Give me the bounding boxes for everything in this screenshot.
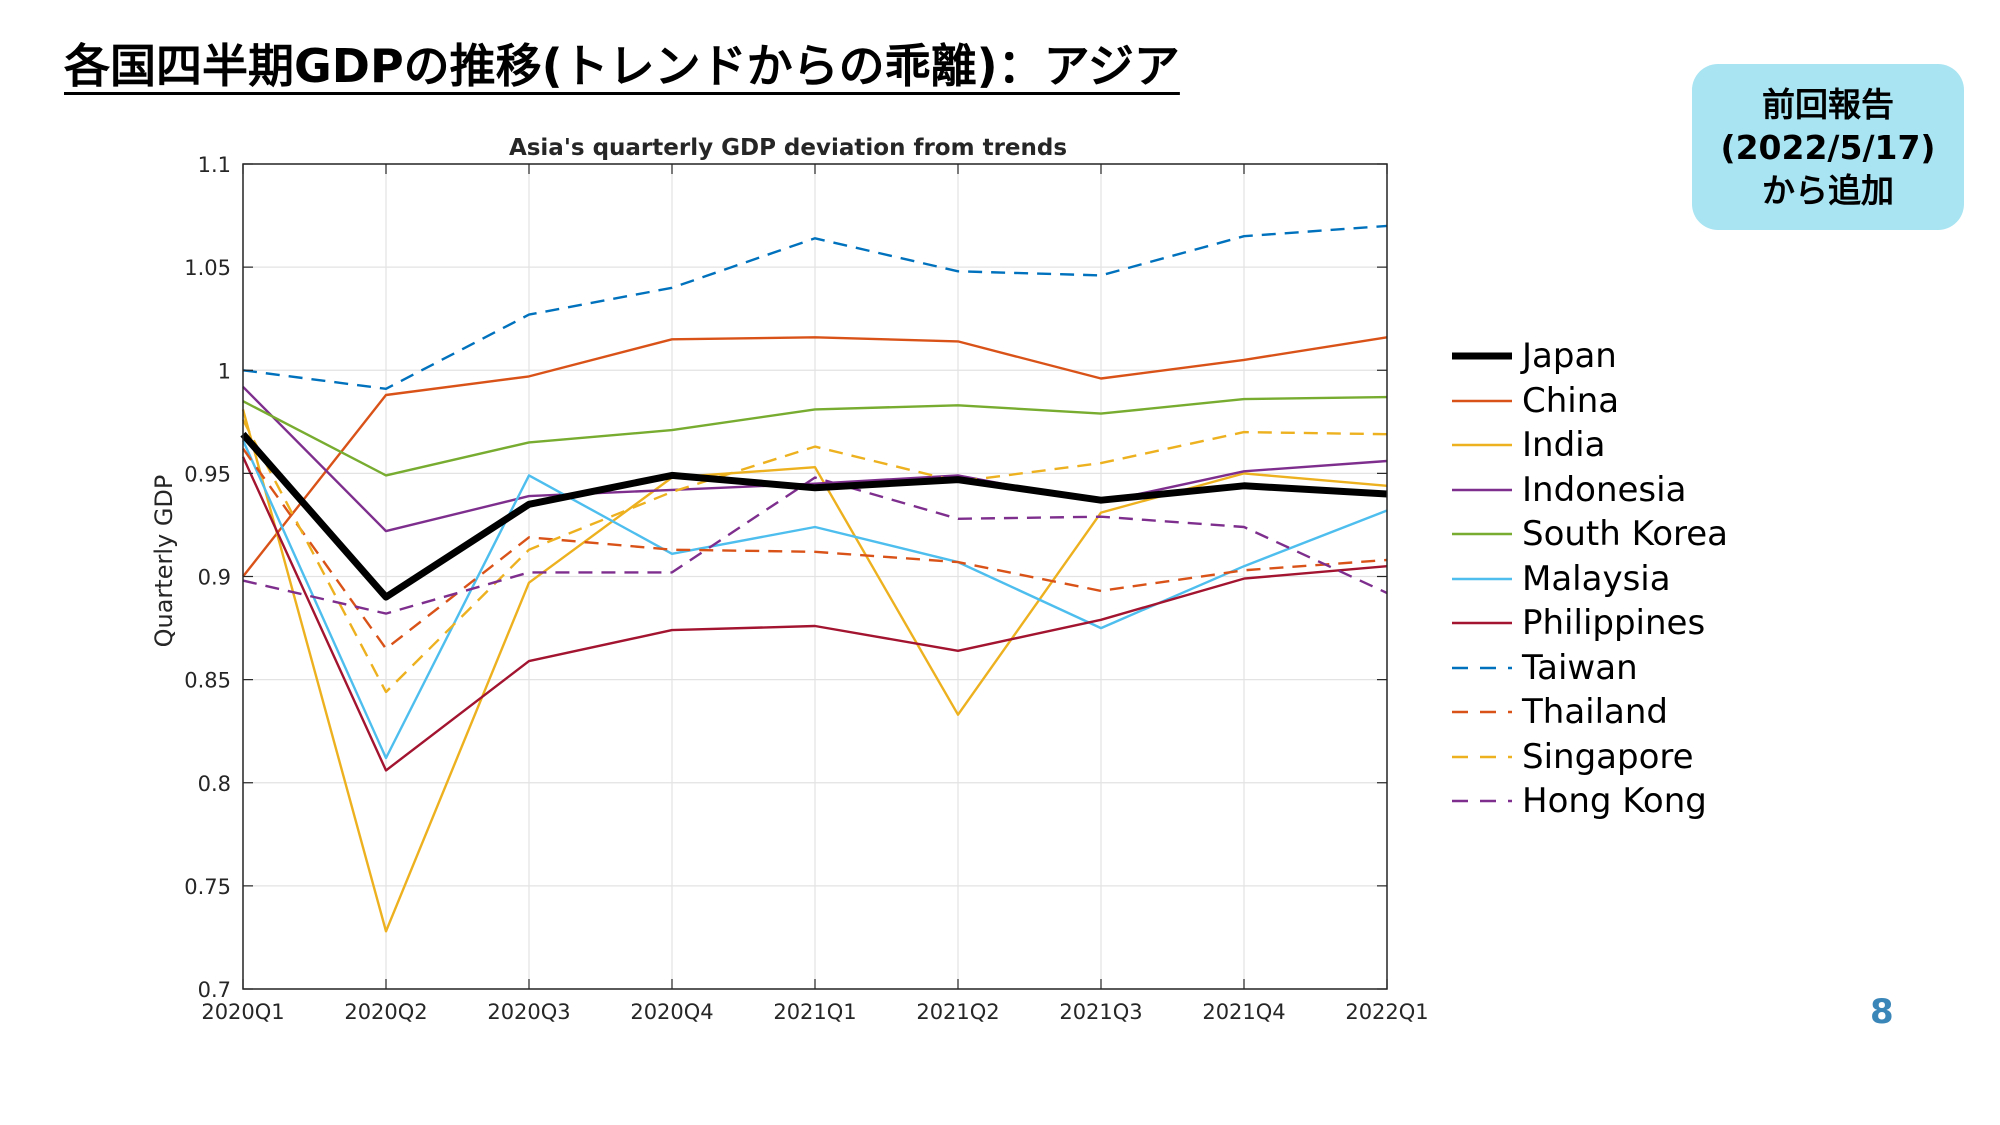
legend-swatch	[1452, 799, 1512, 803]
legend-item-south-korea: South Korea	[1450, 512, 1728, 557]
legend-swatch	[1452, 666, 1512, 670]
slide-title: 各国四半期GDPの推移(トレンドからの乖離)：アジア	[64, 39, 1180, 93]
legend-swatch	[1452, 577, 1512, 581]
x-tick-label: 2022Q1	[1345, 1000, 1428, 1024]
series-layer	[240, 224, 1388, 933]
legend-item-philippines: Philippines	[1450, 601, 1728, 646]
legend-item-taiwan: Taiwan	[1450, 646, 1728, 691]
legend-swatch	[1452, 532, 1512, 536]
series-line-thailand	[242, 447, 1388, 650]
legend-item-hong-kong: Hong Kong	[1450, 779, 1728, 824]
y-tick-label: 1.05	[184, 256, 231, 280]
series-line-japan	[240, 431, 1388, 601]
legend-swatch	[1452, 710, 1512, 714]
y-tick-label: 0.85	[184, 669, 231, 693]
y-tick-label: 0.75	[184, 875, 231, 899]
y-tick-label: 0.8	[198, 772, 231, 796]
legend-swatch	[1452, 755, 1512, 759]
x-tick-label: 2021Q1	[773, 1000, 856, 1024]
y-tick-label: 0.7	[198, 978, 231, 1002]
badge-line-1: 前回報告	[1762, 84, 1894, 124]
badge-line-2: (2022/5/17)	[1720, 127, 1936, 167]
legend-item-china: China	[1450, 379, 1728, 424]
legend-label: China	[1522, 380, 1620, 421]
legend-label: Taiwan	[1522, 647, 1638, 688]
series-line-singapore	[241, 419, 1388, 694]
legend-item-india: India	[1450, 423, 1728, 468]
legend-swatch	[1452, 352, 1512, 360]
series-line-hong-kong	[242, 476, 1388, 615]
legend-item-japan: Japan	[1450, 334, 1728, 379]
legend-label: Thailand	[1522, 692, 1669, 733]
legend-label: Japan	[1522, 336, 1617, 377]
chart-legend: Japan China India Indonesia South Korea Malay…	[1450, 334, 1728, 824]
chart-title: Asia's quarterly GDP deviation from tren…	[509, 135, 1067, 161]
legend-label: Singapore	[1522, 736, 1694, 777]
x-tick-label: 2021Q4	[1202, 1000, 1285, 1024]
x-tick-label: 2020Q1	[201, 1000, 284, 1024]
legend-label: Malaysia	[1522, 558, 1671, 599]
series-line-india	[241, 409, 1388, 933]
legend-swatch	[1452, 488, 1512, 492]
previous-report-badge: 前回報告 (2022/5/17) から追加	[1692, 64, 1964, 230]
legend-label: Philippines	[1522, 603, 1706, 644]
tick-layer: 0.7 0.75 0.8 0.85 0.9 0.95 1 1.05 1.1 2020Q1 2020Q…	[184, 153, 1428, 1024]
legend-swatch	[1452, 399, 1512, 403]
y-tick-label: 0.9	[198, 566, 231, 590]
legend-item-malaysia: Malaysia	[1450, 557, 1728, 602]
series-line-china	[242, 336, 1388, 578]
legend-label: India	[1522, 425, 1606, 466]
y-tick-label: 1.1	[198, 153, 231, 177]
series-line-south-korea	[242, 395, 1388, 477]
x-tick-label: 2021Q2	[916, 1000, 999, 1024]
y-tick-label: 0.95	[184, 462, 231, 486]
legend-item-singapore: Singapore	[1450, 735, 1728, 780]
series-line-taiwan	[242, 224, 1388, 390]
legend-swatch	[1452, 443, 1512, 447]
legend-label: South Korea	[1522, 514, 1729, 555]
y-axis-label: Quarterly GDP	[150, 475, 178, 648]
x-tick-label: 2020Q2	[344, 1000, 427, 1024]
x-tick-label: 2021Q3	[1059, 1000, 1142, 1024]
series-line-philippines	[241, 456, 1388, 772]
legend-swatch	[1452, 621, 1512, 625]
legend-item-thailand: Thailand	[1450, 690, 1728, 735]
series-line-malaysia	[241, 439, 1388, 760]
y-tick-label: 1	[218, 359, 231, 383]
legend-item-indonesia: Indonesia	[1450, 468, 1728, 513]
x-tick-label: 2020Q4	[630, 1000, 713, 1024]
legend-label: Indonesia	[1522, 469, 1687, 510]
badge-line-3: から追加	[1762, 170, 1894, 210]
legend-label: Hong Kong	[1522, 781, 1707, 822]
x-tick-label: 2020Q3	[487, 1000, 570, 1024]
page-number: 8	[1870, 992, 1894, 1032]
series-line-indonesia	[242, 385, 1388, 533]
